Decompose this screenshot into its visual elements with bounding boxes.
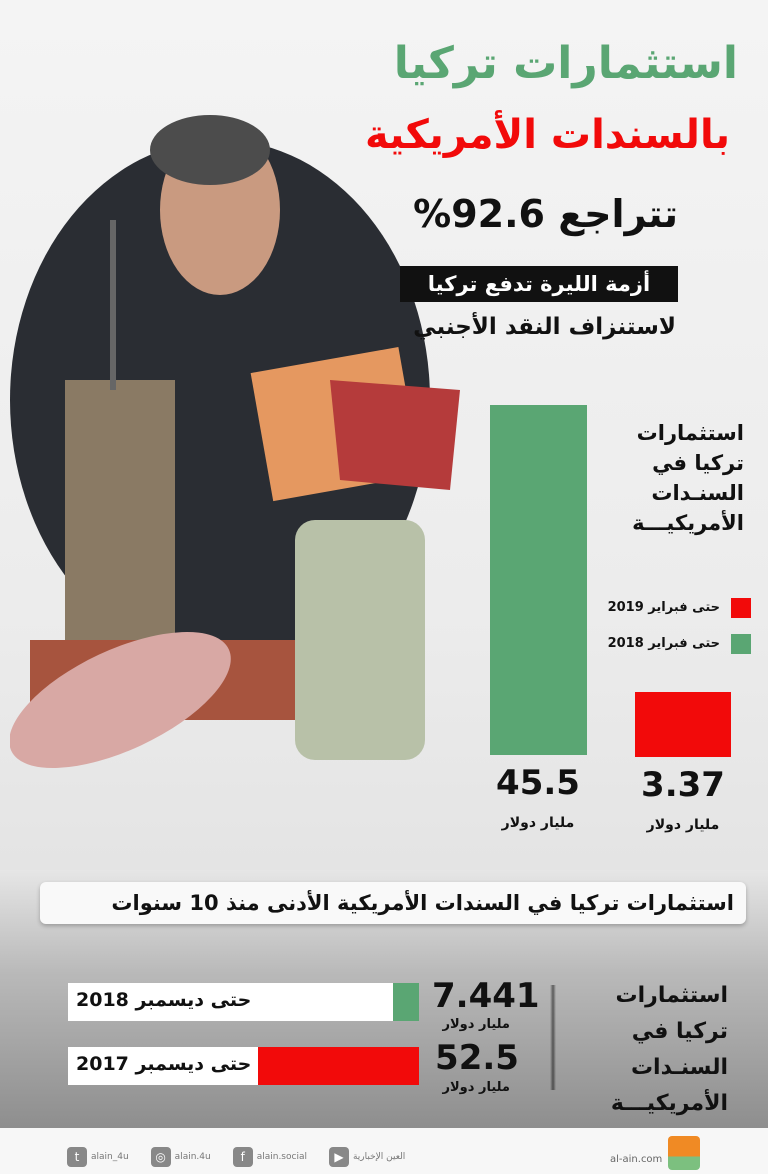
title-line-1: استثمارات تركيا xyxy=(393,38,738,89)
social-label: alain_4u xyxy=(91,1152,129,1162)
tower-spire xyxy=(110,220,116,390)
photo-collage xyxy=(10,115,460,769)
unit-label: مليار دولار xyxy=(442,1080,510,1095)
instagram-icon: ◎ xyxy=(150,1147,171,1167)
divider xyxy=(550,985,556,1090)
hbar-fill-2018 xyxy=(393,983,419,1021)
title-line-2: بالسندات الأمريكية xyxy=(364,112,730,158)
tower xyxy=(65,380,175,640)
social-twitter[interactable]: t alain_4u xyxy=(67,1147,129,1167)
banner: استثمارات تركيا في السندات الأمريكية الأ… xyxy=(40,882,746,924)
hbar-dec-2017: حتى ديسمبر 2017 xyxy=(68,1047,419,1085)
hbar-dec-2018: حتى ديسمبر 2018 xyxy=(68,983,419,1021)
social-links: t alain_4u ◎ alain.4u f alain.social ▶ العين… xyxy=(67,1147,405,1167)
value-label-2019: 3.37 xyxy=(641,765,725,805)
unit-label: مليار دولار xyxy=(442,1017,510,1032)
hbar-fill-2017 xyxy=(258,1047,419,1085)
unit-label: مليار دولار xyxy=(646,817,720,833)
lira-roll xyxy=(10,631,231,769)
legend-item-2019: حتى فبراير 2019 xyxy=(607,600,720,615)
site-link[interactable]: al-ain.com xyxy=(610,1154,663,1165)
dollar-roll xyxy=(295,520,425,760)
social-facebook[interactable]: f alain.social xyxy=(232,1147,307,1167)
tag-banner: أزمة الليرة تدفع تركيا xyxy=(400,266,678,302)
social-label: العين الإخبارية xyxy=(352,1152,406,1162)
social-youtube[interactable]: ▶ العين الإخبارية xyxy=(328,1147,406,1167)
social-instagram[interactable]: ◎ alain.4u xyxy=(150,1147,211,1167)
bar-feb-2019 xyxy=(635,692,731,757)
us-flag xyxy=(330,380,460,490)
facebook-icon: f xyxy=(232,1147,253,1167)
social-label: alain.4u xyxy=(174,1152,211,1162)
hbar-value-2018: 7.441 xyxy=(432,976,540,1016)
hbar-label-2018: حتى ديسمبر 2018 xyxy=(76,989,252,1011)
bar-feb-2018 xyxy=(490,405,587,755)
side-title: استثمارات تركيا في السنـدات الأمريكيـــة xyxy=(610,983,728,1116)
social-label: alain.social xyxy=(256,1152,307,1162)
hair xyxy=(150,115,270,185)
youtube-icon: ▶ xyxy=(328,1147,349,1167)
legend-swatch-green xyxy=(731,634,751,654)
footer xyxy=(0,1128,768,1174)
logo xyxy=(668,1136,700,1170)
hbar-value-2017: 52.5 xyxy=(435,1038,519,1078)
headline: تتراجع 92.6% xyxy=(413,192,678,236)
value-label-2018: 45.5 xyxy=(496,763,580,803)
unit-label: مليار دولار xyxy=(501,815,575,831)
legend-title: استثمارات تركيا في السنـدات الأمريكيـــة xyxy=(632,421,744,535)
twitter-icon: t xyxy=(67,1147,87,1167)
subtitle: لاستنزاف النقد الأجنبي xyxy=(413,314,676,340)
legend-item-2018: حتى فبراير 2018 xyxy=(607,636,720,651)
hbar-label-2017: حتى ديسمبر 2017 xyxy=(76,1053,252,1075)
legend-swatch-red xyxy=(731,598,751,618)
